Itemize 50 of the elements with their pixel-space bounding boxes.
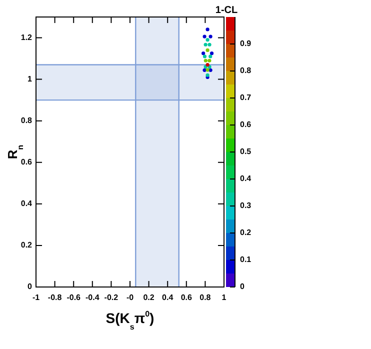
point <box>206 48 210 52</box>
color-bar-label: 0 <box>240 282 245 292</box>
color-bar-label: 0.9 <box>240 39 252 48</box>
y-tick-label: 0.2 <box>20 240 33 250</box>
point <box>206 38 210 42</box>
point <box>208 54 212 58</box>
color-bar-label: 0.4 <box>240 174 252 184</box>
x-tick-label: 0.8 <box>200 293 212 302</box>
x-tick-label: 0.6 <box>180 293 193 302</box>
point <box>208 68 212 72</box>
point <box>202 34 206 38</box>
point <box>210 52 214 56</box>
y-tick-label: 0 <box>28 282 33 292</box>
color-bar-label: 0.2 <box>240 228 252 238</box>
x-tick-label: -0.8 <box>48 293 62 302</box>
point <box>206 73 210 77</box>
point <box>208 58 212 62</box>
y-tick-label: 0.4 <box>20 199 33 208</box>
color-bar-label: 0.1 <box>240 255 252 264</box>
x-tick-label: 1 <box>222 293 227 302</box>
x-tick-label: -0.2 <box>104 293 119 302</box>
point <box>208 42 212 46</box>
color-bar-title: 1-CL <box>215 5 238 16</box>
point <box>206 28 210 32</box>
x-tick-label: -0.4 <box>86 293 100 302</box>
x-tick-label: -0 <box>126 293 134 302</box>
point <box>204 65 208 69</box>
color-bar-label: 0.3 <box>240 201 252 210</box>
y-tick-label: 1 <box>28 74 33 84</box>
point <box>208 34 212 38</box>
color-bar-label: 0.7 <box>240 93 252 102</box>
y-tick-label: 0.8 <box>20 116 33 126</box>
point <box>204 42 208 46</box>
color-bar-label: 0.5 <box>240 147 252 156</box>
point <box>206 62 210 67</box>
point <box>202 52 206 56</box>
color-bar-label: 0.8 <box>240 66 252 76</box>
point <box>206 68 210 72</box>
point <box>202 68 206 72</box>
y-axis-title: Rn <box>5 144 25 160</box>
x-tick-label: -0.6 <box>66 293 82 302</box>
point <box>208 65 212 69</box>
x-tick-label: -1 <box>32 293 40 302</box>
point <box>202 54 207 58</box>
y-tick-label: 0.6 <box>20 158 33 167</box>
point <box>204 58 208 62</box>
color-bar-label: 0.6 <box>240 120 252 130</box>
x-tick-label: 0.2 <box>143 293 155 302</box>
x-tick-label: 0.4 <box>162 293 174 302</box>
y-tick-label: 1.2 <box>20 32 33 42</box>
